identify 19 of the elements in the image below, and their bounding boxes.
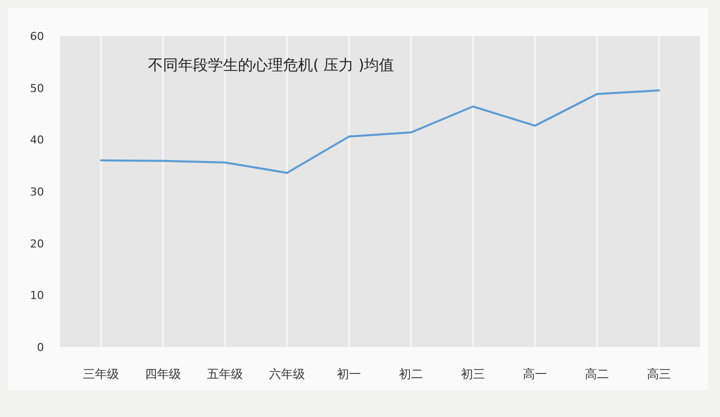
line-series	[100, 89, 660, 174]
y-tick-label: 0	[37, 341, 44, 354]
x-tick-label: 五年级	[207, 367, 243, 381]
x-tick-label: 六年级	[269, 367, 305, 381]
y-tick-label: 40	[30, 134, 44, 147]
y-tick-label: 30	[30, 186, 44, 198]
y-tick-label: 20	[30, 237, 44, 250]
x-tick-label: 高三	[647, 367, 671, 381]
y-tick-label: 50	[30, 82, 44, 95]
x-tick-label: 四年级	[145, 367, 181, 381]
x-tick-label: 高一	[523, 367, 547, 381]
y-tick-label: 10	[30, 289, 44, 302]
x-tick-label: 高二	[585, 367, 609, 381]
x-tick-label: 初二	[399, 367, 423, 381]
y-tick-label: 60	[30, 30, 44, 43]
x-tick-label: 初三	[461, 367, 485, 381]
x-tick-label: 三年级	[83, 367, 119, 381]
text: 不同年段学生的心理危机( 压力 )均值	[148, 56, 394, 74]
x-tick-label: 初一	[337, 367, 361, 381]
